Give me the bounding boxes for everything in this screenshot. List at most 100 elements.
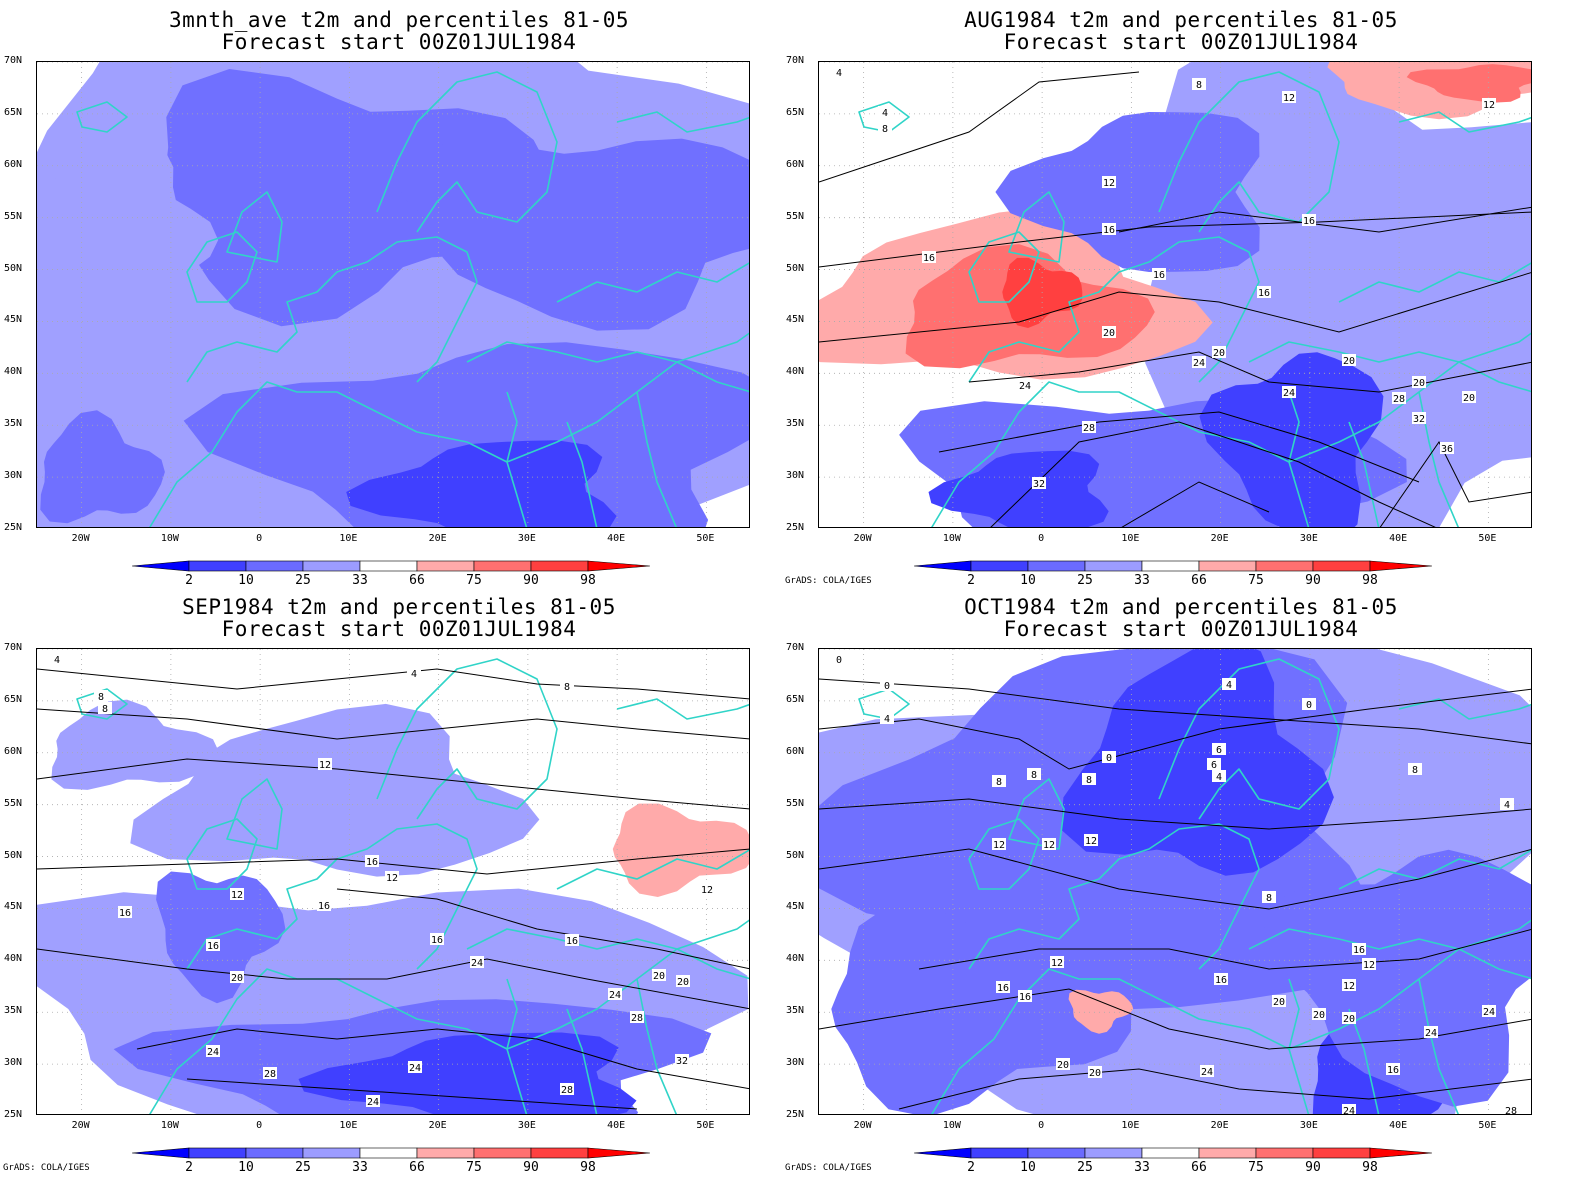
contour-line <box>1121 481 1270 527</box>
contour-line <box>1379 441 1531 527</box>
contour-label-bg <box>1102 751 1116 763</box>
coastline <box>1398 111 1531 133</box>
shaded-region <box>1068 989 1134 1034</box>
contour-label-bg <box>1342 1104 1356 1114</box>
panel-title: OCT1984 t2m and percentiles 81-05 <box>964 595 1398 619</box>
coastline <box>226 778 283 850</box>
lon-tick-label: 10E <box>1121 533 1140 544</box>
contour-label-bg <box>1462 391 1476 403</box>
contour-label-bg <box>1352 943 1366 955</box>
coastline <box>506 391 528 527</box>
lon-tick-label: 40E <box>607 533 626 544</box>
colorbar-segment <box>1141 560 1200 572</box>
colorbar-label: 25 <box>1077 1160 1093 1175</box>
colorbar-label: 10 <box>238 573 254 588</box>
lon-tick-label: 20E <box>428 1120 447 1131</box>
lat-tick-label: 45N <box>4 901 23 913</box>
contour-label: 16 <box>318 901 330 912</box>
colorbar-segment <box>1312 1147 1371 1159</box>
contour-label-bg <box>1018 379 1032 391</box>
contour-label: 6 <box>1211 760 1217 771</box>
contour-label: 12 <box>993 840 1005 851</box>
shaded-region <box>51 699 218 790</box>
map-frame: 4 4 8 8 8 12 12 12 12 16 16 16 16 16 16 20 20 20 24 24 24 24 2… <box>36 648 750 1115</box>
contour-line <box>938 411 1420 483</box>
contour-line <box>37 708 749 740</box>
coastline <box>186 818 258 890</box>
contour-label: 24 <box>1343 1106 1355 1115</box>
lat-tick-label: 55N <box>786 210 805 222</box>
coastline <box>931 919 1531 1114</box>
coastline <box>1338 849 1531 890</box>
colorbar-arrow-left <box>132 1147 190 1159</box>
coastline <box>1418 978 1460 1114</box>
contour-label-bg <box>1212 770 1226 782</box>
contour-label: 24 <box>1483 1007 1495 1018</box>
panel-title: 3mnth_ave t2m and percentiles 81-05 <box>168 8 629 32</box>
contour-label: 8 <box>1086 775 1092 786</box>
lon-tick-label: 10E <box>1121 1120 1140 1131</box>
contour-label: 20 <box>1313 1010 1325 1021</box>
lat-tick-label: 65N <box>4 693 23 705</box>
contour-label-bg <box>1302 698 1316 710</box>
contour-label-bg <box>230 888 244 900</box>
lat-tick-label: 60N <box>786 745 805 757</box>
lon-tick-label: 30E <box>517 1120 536 1131</box>
contour-label-bg <box>1102 176 1116 188</box>
colorbar-label: 98 <box>1362 1160 1378 1175</box>
panel-subtitle: Forecast start 00Z01JUL1984 <box>1003 617 1359 641</box>
colorbar-segment <box>1084 560 1143 572</box>
lon-tick-label: 0 <box>1038 533 1045 544</box>
colorbar-arrow-left <box>914 560 972 572</box>
contour-label: 4 <box>1216 772 1222 783</box>
contour-label-bg <box>1362 958 1376 970</box>
map-panel-aug1984: AUG1984 t2m and percentiles 81-05 Foreca… <box>782 0 1580 598</box>
contour-label-bg <box>1386 1063 1400 1075</box>
lon-tick-label: 40E <box>1389 1120 1408 1131</box>
coastline <box>466 341 749 393</box>
contour-line <box>136 1028 749 1090</box>
shaded-region <box>995 112 1260 272</box>
contour-label: 12 <box>1085 836 1097 847</box>
contour-label-bg <box>1482 98 1496 110</box>
contour-label: 24 <box>609 990 621 1001</box>
lat-tick-label: 30N <box>4 470 23 482</box>
shaded-region <box>346 440 617 527</box>
lon-tick-label: 20W <box>853 533 872 544</box>
contour-label: 0 <box>836 655 842 666</box>
contour-label: 16 <box>1387 1065 1399 1076</box>
lon-tick-label: 10W <box>160 533 179 544</box>
contour-label: 24 <box>207 1047 219 1058</box>
lon-tick-label: 0 <box>1038 1120 1045 1131</box>
contour-label-bg <box>263 1067 277 1079</box>
lat-tick-label: 40N <box>4 366 23 378</box>
contour-label: 12 <box>319 760 331 771</box>
shaded-region <box>612 803 749 897</box>
colorbar-label: 25 <box>1077 573 1093 588</box>
coastline <box>566 421 598 527</box>
contour-label: 12 <box>1343 981 1355 992</box>
coastline <box>556 849 749 890</box>
shaded-region <box>183 342 749 527</box>
contour-label: 20 <box>1413 378 1425 389</box>
contour-label: 16 <box>1303 216 1315 227</box>
lon-tick-label: 10W <box>942 1120 961 1131</box>
contour-label: 16 <box>119 908 131 919</box>
lat-tick-label: 50N <box>4 849 23 861</box>
contour-label: 4 <box>1504 800 1510 811</box>
contour-label: 32 <box>676 1056 688 1067</box>
contour-label: 28 <box>1505 1106 1517 1115</box>
coastline <box>149 332 749 527</box>
contour-label-bg <box>1408 763 1422 775</box>
lon-tick-label: 0 <box>256 533 263 544</box>
map-panel-oct1984: OCT1984 t2m and percentiles 81-05 Foreca… <box>782 587 1580 1185</box>
contour-line <box>819 688 1531 770</box>
coastline <box>636 978 678 1114</box>
map-plot <box>37 62 749 527</box>
colorbar-arrow-right <box>587 1147 651 1159</box>
shaded-region <box>40 410 165 524</box>
contour-line <box>819 988 1531 1050</box>
contour-label-bg <box>560 680 574 692</box>
colorbar-segment <box>302 1147 361 1159</box>
